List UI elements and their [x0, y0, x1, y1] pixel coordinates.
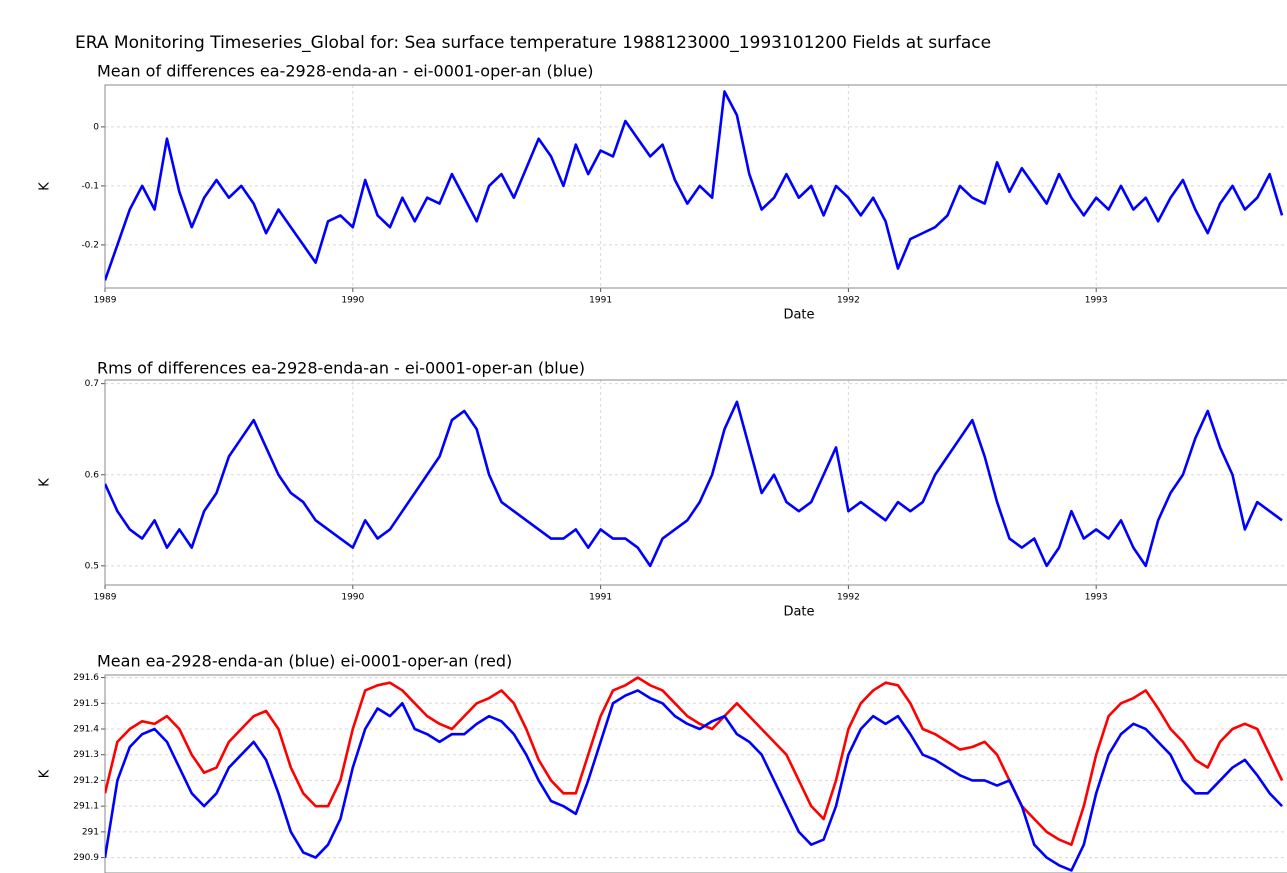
x-tick-label: 1991: [589, 296, 612, 306]
panel-title: Rms of differences ea-2928-enda-an - ei-…: [97, 359, 585, 378]
plot-frame: [104, 674, 1287, 873]
y-tick-label: 291: [82, 827, 99, 837]
x-axis-label: Date: [783, 605, 814, 620]
x-tick-label: 1993: [1085, 296, 1108, 306]
x-tick-label: 1990: [341, 296, 364, 306]
page-title: ERA Monitoring Timeseries_Global for: Se…: [75, 33, 991, 53]
y-tick-label: 0.7: [85, 379, 99, 389]
y-tick-label: -0.2: [81, 240, 99, 250]
y-tick-label: 291.5: [73, 699, 99, 709]
plot-frame: [104, 84, 1287, 289]
y-tick-label: 291.6: [73, 673, 99, 683]
data-line: [105, 400, 1283, 568]
y-tick-label: 291.4: [73, 725, 99, 735]
y-tick-label: 0.6: [85, 470, 100, 480]
x-tick-label: 1991: [589, 593, 612, 603]
y-tick-label: 291.3: [73, 750, 99, 760]
x-tick-label: 1992: [837, 296, 860, 306]
x-tick-label: 1993: [1085, 593, 1108, 603]
panel-title: Mean of differences ea-2928-enda-an - ei…: [97, 62, 594, 81]
y-axis-label: K: [38, 182, 53, 191]
data-line: [105, 90, 1284, 281]
x-tick-label: 1990: [341, 593, 364, 603]
y-axis-label: K: [38, 478, 53, 487]
x-tick-label: 1989: [94, 593, 117, 603]
x-tick-label: 1992: [837, 593, 860, 603]
y-tick-label: -0.1: [81, 181, 99, 191]
data-line: [105, 676, 1284, 847]
y-tick-label: 290.9: [73, 853, 99, 863]
y-axis-label: K: [38, 769, 53, 778]
plot-frame: [104, 379, 1287, 586]
data-line: [105, 689, 1283, 872]
y-tick-label: 0: [93, 122, 99, 132]
y-tick-label: 291.1: [73, 802, 99, 812]
x-tick-label: 1989: [94, 296, 117, 306]
x-axis-label: Date: [783, 308, 814, 323]
y-tick-label: 0.5: [85, 561, 99, 571]
y-tick-label: 291.2: [73, 776, 99, 786]
panel-title: Mean ea-2928-enda-an (blue) ei-0001-oper…: [97, 652, 512, 671]
